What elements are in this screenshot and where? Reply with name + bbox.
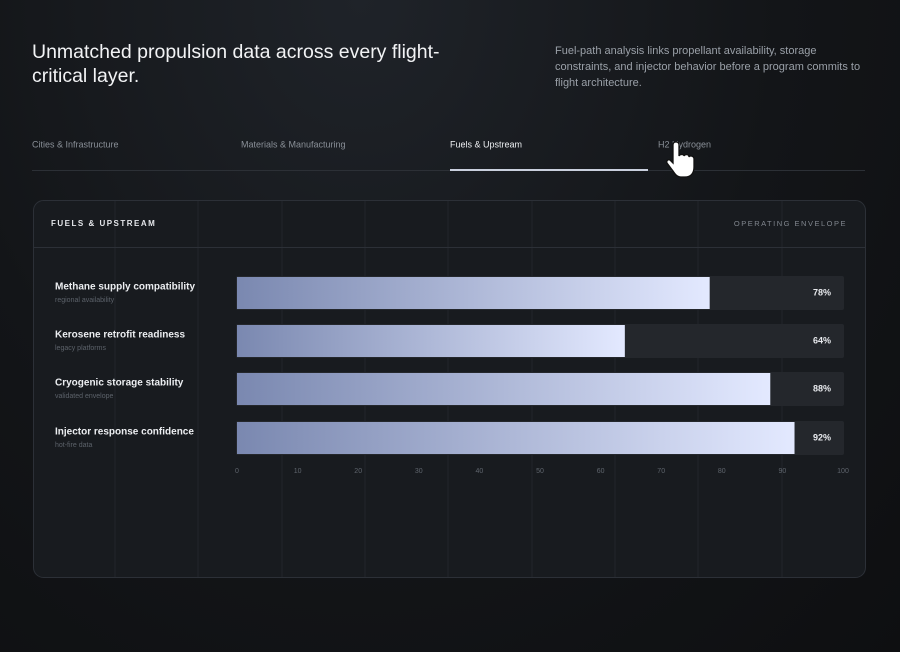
- row-sublabel: validated envelope: [55, 393, 113, 400]
- panel-subtitle: OPERATING ENVELOPE: [734, 219, 847, 228]
- x-tick-label: 100: [837, 468, 849, 475]
- x-tick-label: 60: [597, 468, 605, 475]
- x-tick-label: 80: [718, 468, 726, 475]
- value-label: 88%: [813, 383, 831, 393]
- headline: Unmatched propulsion data across every f…: [32, 41, 440, 87]
- bar: [237, 325, 625, 357]
- x-tick-label: 30: [415, 468, 423, 475]
- panel-title: FUELS & UPSTREAM: [51, 219, 156, 228]
- x-tick-label: 90: [779, 468, 787, 475]
- x-tick-label: 20: [354, 468, 362, 475]
- value-label: 64%: [813, 335, 831, 345]
- value-label: 92%: [813, 432, 831, 442]
- row-label: Kerosene retrofit readiness: [55, 330, 185, 341]
- bar: [237, 277, 710, 309]
- value-label: 78%: [813, 287, 831, 297]
- row-sublabel: regional availability: [55, 297, 115, 304]
- row-label: Injector response confidence: [55, 427, 194, 438]
- row-sublabel: hot-fire data: [55, 442, 92, 449]
- bar: [237, 373, 771, 405]
- row-label: Cryogenic storage stability: [55, 378, 184, 389]
- row-sublabel: legacy platforms: [55, 345, 106, 352]
- tab[interactable]: Materials & Manufacturing: [241, 139, 346, 149]
- x-tick-label: 40: [476, 468, 484, 475]
- tab[interactable]: Cities & Infrastructure: [32, 139, 119, 149]
- x-tick-label: 10: [294, 468, 302, 475]
- tab[interactable]: H2 Hydrogen: [658, 139, 711, 149]
- bar: [237, 422, 795, 454]
- x-tick-label: 50: [536, 468, 544, 475]
- cursor: [666, 141, 695, 178]
- active-tab-indicator: [450, 169, 648, 171]
- panel-grid: [114, 201, 783, 577]
- x-tick-label: 70: [657, 468, 665, 475]
- row-label: Methane supply compatibility: [55, 282, 195, 293]
- tab[interactable]: Fuels & Upstream: [450, 139, 522, 149]
- description: Fuel-path analysis links propellant avai…: [555, 45, 861, 89]
- x-tick-label: 0: [235, 468, 239, 475]
